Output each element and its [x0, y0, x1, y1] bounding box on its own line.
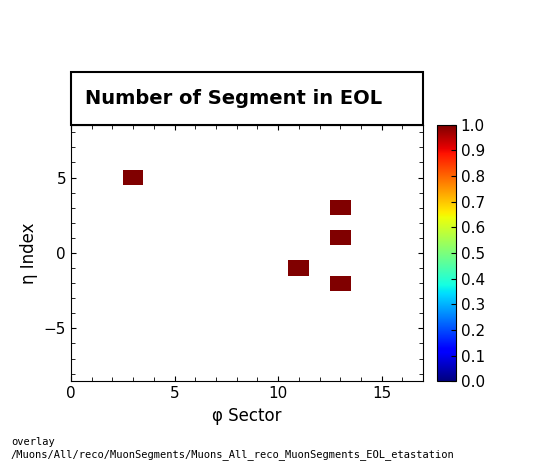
- Bar: [330, 200, 351, 215]
- Bar: [330, 231, 351, 245]
- Y-axis label: η Index: η Index: [20, 222, 38, 284]
- FancyBboxPatch shape: [71, 72, 423, 125]
- Bar: [288, 261, 309, 275]
- Bar: [123, 170, 144, 185]
- Text: overlay
/Muons/All/reco/MuonSegments/Muons_All_reco_MuonSegments_EOL_etastation: overlay /Muons/All/reco/MuonSegments/Muo…: [11, 437, 455, 460]
- Bar: [330, 275, 351, 291]
- X-axis label: φ Sector: φ Sector: [212, 407, 282, 425]
- Text: Number of Segment in EOL: Number of Segment in EOL: [85, 89, 382, 108]
